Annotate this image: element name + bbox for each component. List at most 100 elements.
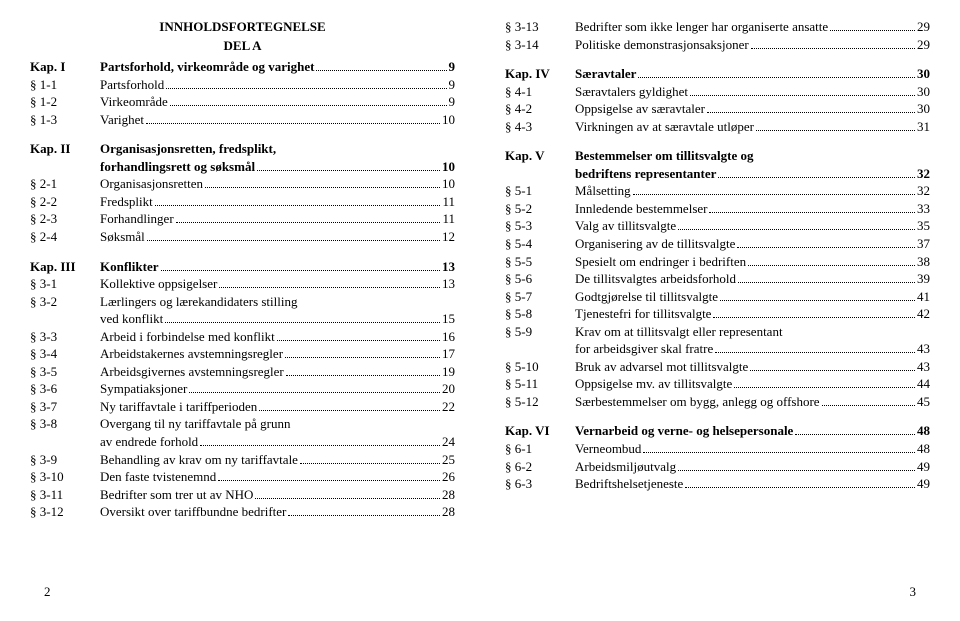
toc-title-text: forhandlingsrett og søksmål: [100, 158, 255, 176]
toc-page: 28: [442, 486, 455, 504]
toc-item-row: § 2-3Forhandlinger11: [30, 210, 455, 228]
toc-item-row: § 5-7Godtgjørelse til tillitsvalgte41: [505, 288, 930, 306]
toc-leader: [795, 434, 915, 435]
toc-page: 10: [442, 158, 455, 176]
toc-leader: [709, 212, 915, 213]
toc-leader: [259, 410, 440, 411]
toc-page: 10: [442, 111, 455, 129]
toc-item-row: § 5-6De tillitsvalgtes arbeidsforhold39: [505, 270, 930, 288]
page-number-left: 2: [44, 583, 51, 601]
toc-title-text: Søksmål: [100, 228, 145, 246]
toc-title-text: Særavtaler: [575, 65, 636, 83]
toc-leader: [690, 95, 915, 96]
toc-ref: § 5-10: [505, 358, 575, 376]
toc-leader: [300, 463, 440, 464]
toc-leader: [633, 194, 915, 195]
toc-leader: [751, 48, 915, 49]
toc-ref: Kap. V: [505, 147, 575, 165]
toc-title-text: Virkningen av at særavtale utløper: [575, 118, 754, 136]
toc-ref: § 2-3: [30, 210, 100, 228]
toc-page: 33: [917, 200, 930, 218]
toc-leader: [176, 222, 441, 223]
toc-leader: [218, 480, 440, 481]
toc-leader: [255, 498, 440, 499]
toc-title-text: Den faste tvistenemnd: [100, 468, 216, 486]
toc-page: 43: [917, 358, 930, 376]
toc-chapter-row: Kap. IPartsforhold, virkeområde og varig…: [30, 58, 455, 76]
toc-item-row: § 5-9Krav om at tillitsvalgt eller repre…: [505, 323, 930, 341]
toc-item-row: § 3-1Kollektive oppsigelser13: [30, 275, 455, 293]
toc-title-text: for arbeidsgiver skal fratre: [575, 340, 713, 358]
toc-leader: [685, 487, 915, 488]
toc-item-row: § 5-4Organisering av de tillitsvalgte37: [505, 235, 930, 253]
toc-item-row: § 5-5Spesielt om endringer i bedriften38: [505, 253, 930, 271]
toc-page: 11: [442, 210, 455, 228]
toc-title-text: Bedrifter som trer ut av NHO: [100, 486, 253, 504]
toc-title-text: Målsetting: [575, 182, 631, 200]
toc-subheading: DEL A: [30, 37, 455, 55]
toc-page: 29: [917, 18, 930, 36]
toc-page: 30: [917, 100, 930, 118]
toc-page: 25: [442, 451, 455, 469]
toc-heading: INNHOLDSFORTEGNELSE: [30, 18, 455, 36]
toc-ref: Kap. I: [30, 58, 100, 76]
toc-item-row: § 5-8Tjenestefri for tillitsvalgte42: [505, 305, 930, 323]
toc-chapter-row: Kap. VIVernarbeid og verne- og helsepers…: [505, 422, 930, 440]
toc-leader: [643, 452, 915, 453]
toc-ref: § 1-2: [30, 93, 100, 111]
toc-leader: [286, 375, 440, 376]
toc-continuation-row: bedriftens representanter32: [505, 165, 930, 183]
toc-leader: [737, 247, 915, 248]
toc-page: 32: [917, 182, 930, 200]
toc-page: 16: [442, 328, 455, 346]
toc-title-text: Vernarbeid og verne- og helsepersonale: [575, 422, 793, 440]
toc-leader: [155, 205, 441, 206]
toc-title-text: Organisasjonsretten: [100, 175, 203, 193]
toc-ref: § 1-1: [30, 76, 100, 94]
toc-page: 39: [917, 270, 930, 288]
toc-item-row: § 3-5Arbeidsgivernes avstemningsregler19: [30, 363, 455, 381]
toc-ref: § 2-2: [30, 193, 100, 211]
toc-title-text: Politiske demonstrasjonsaksjoner: [575, 36, 749, 54]
toc-title-text: Bruk av advarsel mot tillitsvalgte: [575, 358, 748, 376]
toc-title-text: Tjenestefri for tillitsvalgte: [575, 305, 711, 323]
toc-title-text: Ny tariffavtale i tariffperioden: [100, 398, 257, 416]
toc-title-text: Bestemmelser om tillitsvalgte og: [575, 147, 753, 165]
toc-title-text: Organisering av de tillitsvalgte: [575, 235, 735, 253]
toc-item-row: § 6-2Arbeidsmiljøutvalg49: [505, 458, 930, 476]
toc-page: 13: [442, 258, 455, 276]
toc-ref: § 5-12: [505, 393, 575, 411]
toc-ref: § 5-6: [505, 270, 575, 288]
toc-title-text: Organisasjonsretten, fredsplikt,: [100, 140, 276, 158]
toc-ref: § 3-10: [30, 468, 100, 486]
toc-leader: [170, 105, 447, 106]
toc-leader: [750, 370, 915, 371]
toc-ref: § 3-9: [30, 451, 100, 469]
toc-leader: [720, 300, 915, 301]
toc-page: 28: [442, 503, 455, 521]
toc-ref: § 4-1: [505, 83, 575, 101]
toc-item-row: § 6-1Verneombud48: [505, 440, 930, 458]
toc-ref: § 3-2: [30, 293, 100, 311]
toc-ref: § 3-6: [30, 380, 100, 398]
toc-ref: § 3-12: [30, 503, 100, 521]
toc-leader: [830, 30, 915, 31]
toc-chapter-row: Kap. IIOrganisasjonsretten, fredsplikt,: [30, 140, 455, 158]
toc-item-row: § 1-3Varighet10: [30, 111, 455, 129]
toc-page: 31: [917, 118, 930, 136]
toc-title-text: Overgang til ny tariffavtale på grunn: [100, 415, 291, 433]
toc-page: 49: [917, 458, 930, 476]
toc-ref: Kap. VI: [505, 422, 575, 440]
toc-ref: § 3-8: [30, 415, 100, 433]
toc-item-row: § 2-1Organisasjonsretten10: [30, 175, 455, 193]
toc-leader: [713, 317, 915, 318]
toc-title-text: Oppsigelse mv. av tillitsvalgte: [575, 375, 732, 393]
toc-ref: § 3-4: [30, 345, 100, 363]
toc-ref: Kap. IV: [505, 65, 575, 83]
toc-continuation-row: forhandlingsrett og søksmål 10: [30, 158, 455, 176]
toc-ref: § 5-7: [505, 288, 575, 306]
toc-page: 9: [449, 76, 456, 94]
toc-leader: [316, 70, 446, 71]
toc-ref: § 5-11: [505, 375, 575, 393]
toc-page: 9: [449, 58, 456, 76]
